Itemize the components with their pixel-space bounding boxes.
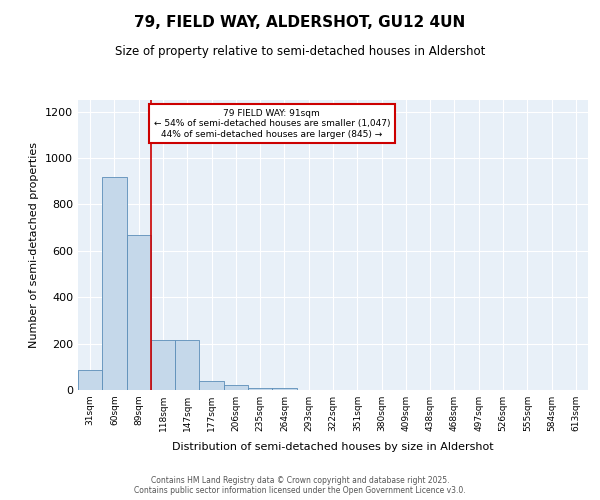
- Bar: [127, 234, 151, 390]
- Bar: [248, 388, 272, 390]
- Text: Size of property relative to semi-detached houses in Aldershot: Size of property relative to semi-detach…: [115, 45, 485, 58]
- Bar: [102, 176, 127, 390]
- Y-axis label: Number of semi-detached properties: Number of semi-detached properties: [29, 142, 40, 348]
- Text: 79, FIELD WAY, ALDERSHOT, GU12 4UN: 79, FIELD WAY, ALDERSHOT, GU12 4UN: [134, 15, 466, 30]
- Bar: [272, 388, 296, 390]
- X-axis label: Distribution of semi-detached houses by size in Aldershot: Distribution of semi-detached houses by …: [172, 442, 494, 452]
- Text: 79 FIELD WAY: 91sqm
← 54% of semi-detached houses are smaller (1,047)
44% of sem: 79 FIELD WAY: 91sqm ← 54% of semi-detach…: [154, 108, 390, 138]
- Bar: [224, 386, 248, 390]
- Bar: [175, 340, 199, 390]
- Text: Contains HM Land Registry data © Crown copyright and database right 2025.
Contai: Contains HM Land Registry data © Crown c…: [134, 476, 466, 495]
- Bar: [78, 370, 102, 390]
- Bar: [199, 381, 224, 390]
- Bar: [151, 340, 175, 390]
